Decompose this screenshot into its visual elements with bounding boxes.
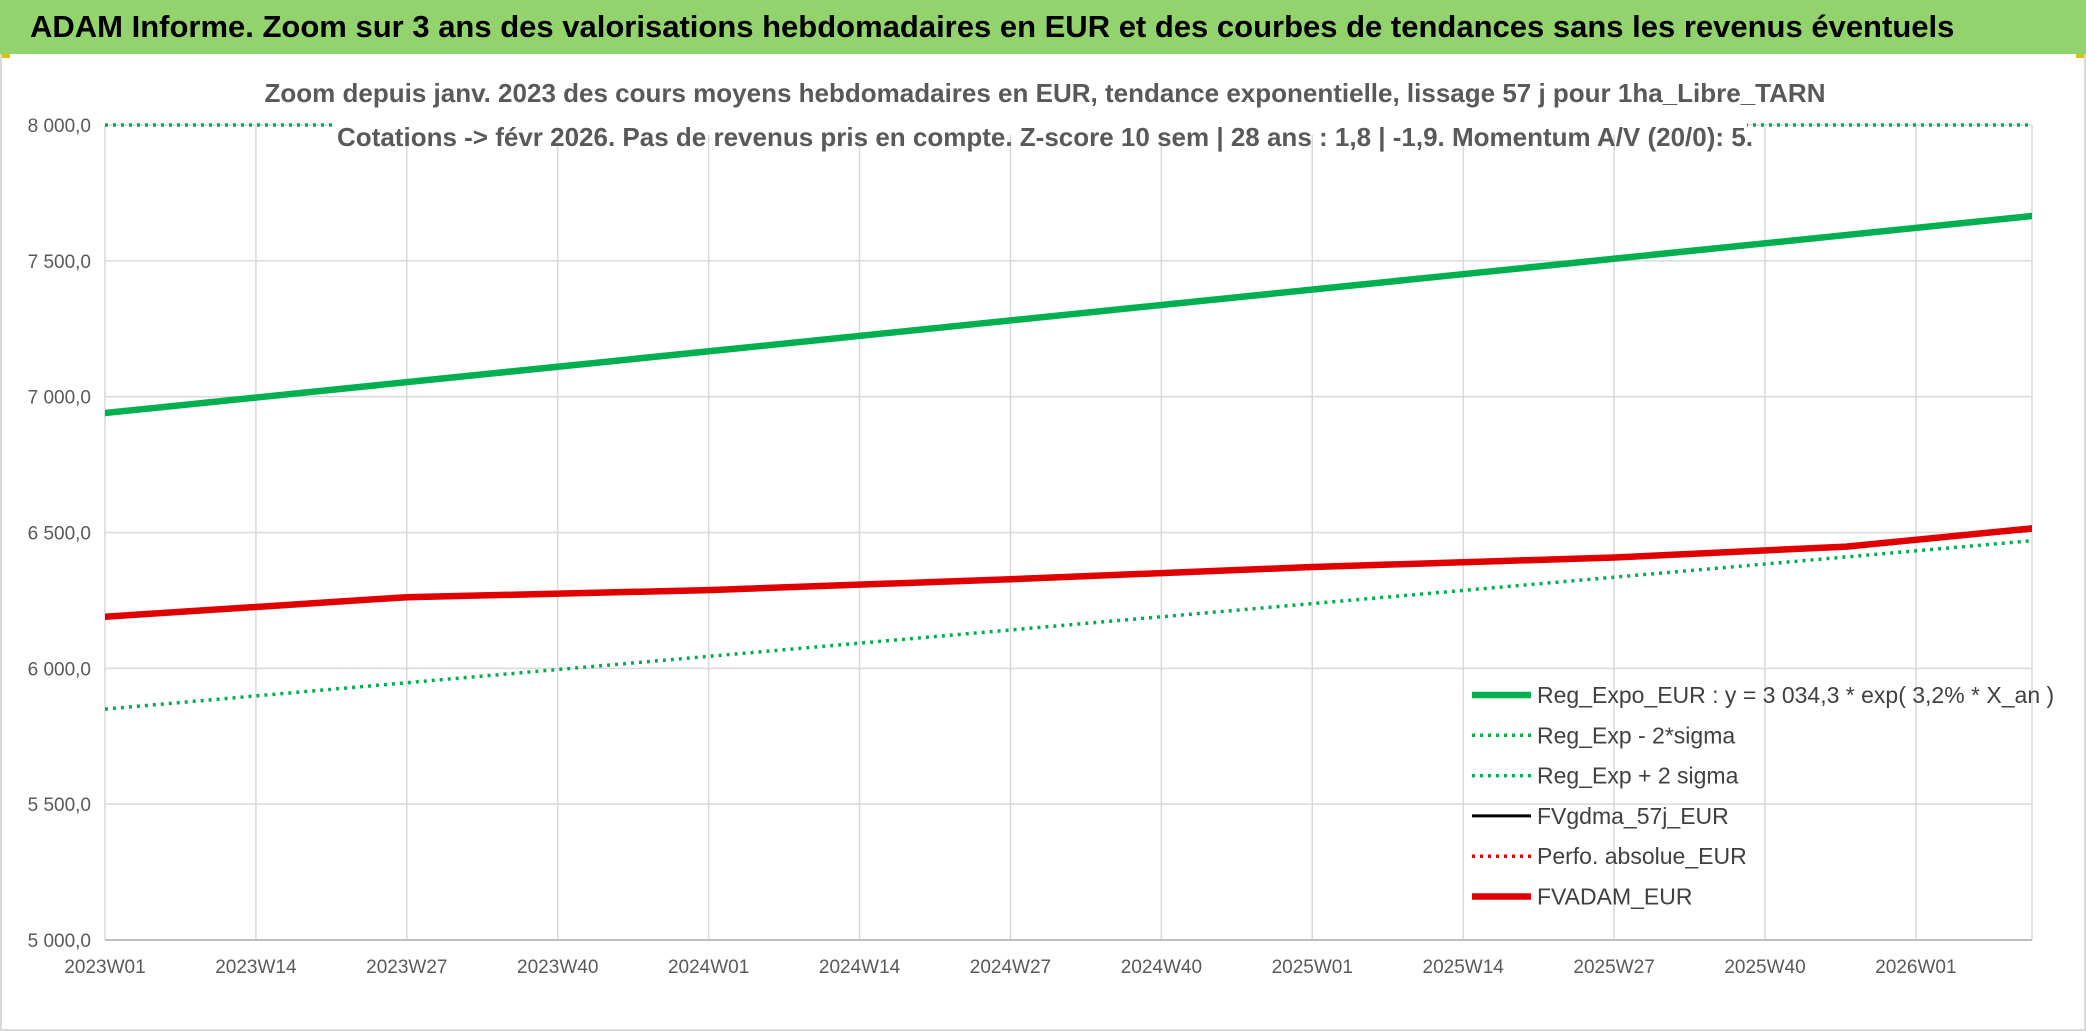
grid bbox=[104, 124, 2033, 941]
x-tick-label: 2024W40 bbox=[1121, 957, 1202, 978]
x-tick-label: 2024W01 bbox=[668, 957, 749, 978]
legend: Reg_Expo_EUR : y = 3 034,3 * exp( 3,2% *… bbox=[1472, 682, 2054, 910]
x-tick-label: 2023W40 bbox=[517, 957, 598, 978]
chart-title: Zoom depuis janv. 2023 des cours moyens … bbox=[265, 78, 1826, 108]
x-tick-label: 2023W14 bbox=[215, 957, 297, 978]
series-line-4 bbox=[105, 528, 2032, 619]
series-layer bbox=[105, 115, 2032, 711]
title-backdrop bbox=[332, 115, 1747, 135]
x-tick-label: 2023W27 bbox=[366, 957, 447, 978]
legend-label: Reg_Expo_EUR : y = 3 034,3 * exp( 3,2% *… bbox=[1537, 682, 2054, 708]
x-tick-label: 2024W14 bbox=[819, 957, 901, 978]
legend-label: FVADAM_EUR bbox=[1537, 884, 1693, 910]
series-line-6 bbox=[105, 525, 2032, 620]
y-tick-label: 7 500,0 bbox=[28, 252, 91, 273]
report-banner: ADAM Informe. Zoom sur 3 ans des valoris… bbox=[0, 0, 2086, 54]
series-line-5 bbox=[105, 527, 2032, 619]
x-tick-label: 2026W01 bbox=[1875, 957, 1956, 978]
y-tick-label: 6 500,0 bbox=[28, 524, 91, 545]
x-tick-label: 2024W27 bbox=[970, 957, 1051, 978]
legend-label: Reg_Exp - 2*sigma bbox=[1537, 722, 1735, 748]
series-line-1 bbox=[105, 212, 2032, 417]
chart-title-block: Zoom depuis janv. 2023 des cours moyens … bbox=[265, 78, 1826, 152]
line-chart: 5 000,0 5 500,0 6 000,0 6 500,0 7 000,0 7 500… bbox=[28, 78, 2055, 978]
x-tick-label: 2025W40 bbox=[1724, 957, 1805, 978]
x-tick-label: 2025W27 bbox=[1573, 957, 1654, 978]
x-tick-label: 2023W01 bbox=[64, 957, 145, 978]
y-tick-label: 8 000,0 bbox=[28, 116, 91, 137]
x-tick-label: 2025W14 bbox=[1423, 957, 1505, 978]
frame-corner-marker bbox=[2076, 54, 2084, 58]
y-tick-label: 7 000,0 bbox=[28, 388, 91, 409]
chart-frame: 5 000,0 5 500,0 6 000,0 6 500,0 7 000,0 7 500… bbox=[0, 54, 2086, 1031]
chart-subtitle: Cotations -> févr 2026. Pas de revenus p… bbox=[337, 122, 1753, 152]
y-tick-label: 6 000,0 bbox=[28, 659, 91, 680]
axes: 5 000,0 5 500,0 6 000,0 6 500,0 7 000,0 7 500… bbox=[28, 116, 2032, 978]
series-line-2 bbox=[105, 538, 2032, 711]
legend-label: Reg_Exp + 2 sigma bbox=[1537, 763, 1739, 789]
frame-corner-marker bbox=[2, 54, 10, 58]
report-title: ADAM Informe. Zoom sur 3 ans des valoris… bbox=[30, 9, 1955, 44]
x-tick-label: 2025W01 bbox=[1272, 957, 1353, 978]
y-tick-label: 5 500,0 bbox=[28, 795, 91, 816]
legend-label: FVgdma_57j_EUR bbox=[1537, 803, 1729, 829]
legend-label: Perfo. absolue_EUR bbox=[1537, 843, 1747, 869]
y-tick-label: 5 000,0 bbox=[28, 931, 91, 952]
